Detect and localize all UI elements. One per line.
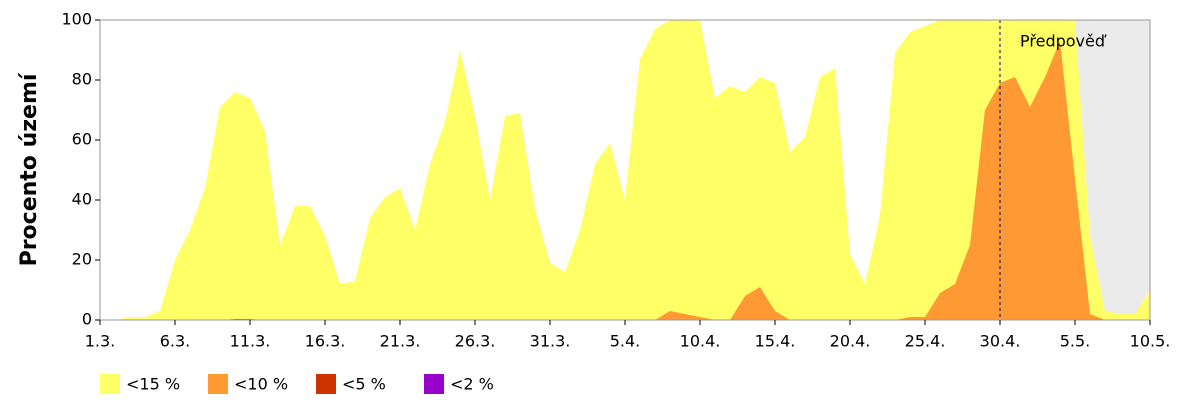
area (100, 41, 1150, 320)
x-tick-label: 10.5. (1130, 332, 1171, 351)
x-tick-label: 30.4. (980, 332, 1021, 351)
legend-swatch (208, 374, 228, 394)
legend-label: <2 % (450, 375, 494, 394)
x-tick-label: 20.4. (830, 332, 871, 351)
legend-swatch (316, 374, 336, 394)
x-tick-label: 15.4. (755, 332, 796, 351)
x-tick-label: 6.3. (160, 332, 191, 351)
legend-label: <5 % (342, 375, 386, 394)
x-tick-label: 5.4. (610, 332, 641, 351)
legend-label: <10 % (234, 375, 288, 394)
x-tick-label: 11.3. (230, 332, 271, 351)
area (100, 20, 1150, 320)
x-tick-label: 1.3. (85, 332, 116, 351)
annotation: Předpověď (1020, 32, 1107, 51)
x-tick-label: 25.4. (905, 332, 946, 351)
y-tick-label: 100 (61, 10, 92, 29)
x-tick-label: 21.3. (380, 332, 421, 351)
y-tick-label: 20 (72, 250, 92, 269)
x-tick-label: 10.4. (680, 332, 721, 351)
x-tick-label: 31.3. (530, 332, 571, 351)
legend-label: <15 % (126, 375, 180, 394)
x-tick-label: 26.3. (455, 332, 496, 351)
y-tick-label: 80 (72, 70, 92, 89)
y-tick-label: 60 (72, 130, 92, 149)
legend-swatch (424, 374, 444, 394)
y-tick-label: 0 (82, 310, 92, 329)
y-axis-label: Procento území (17, 72, 42, 266)
x-tick-label: 5.5. (1060, 332, 1091, 351)
legend-swatch (100, 374, 120, 394)
y-tick-label: 40 (72, 190, 92, 209)
x-tick-label: 16.3. (305, 332, 346, 351)
